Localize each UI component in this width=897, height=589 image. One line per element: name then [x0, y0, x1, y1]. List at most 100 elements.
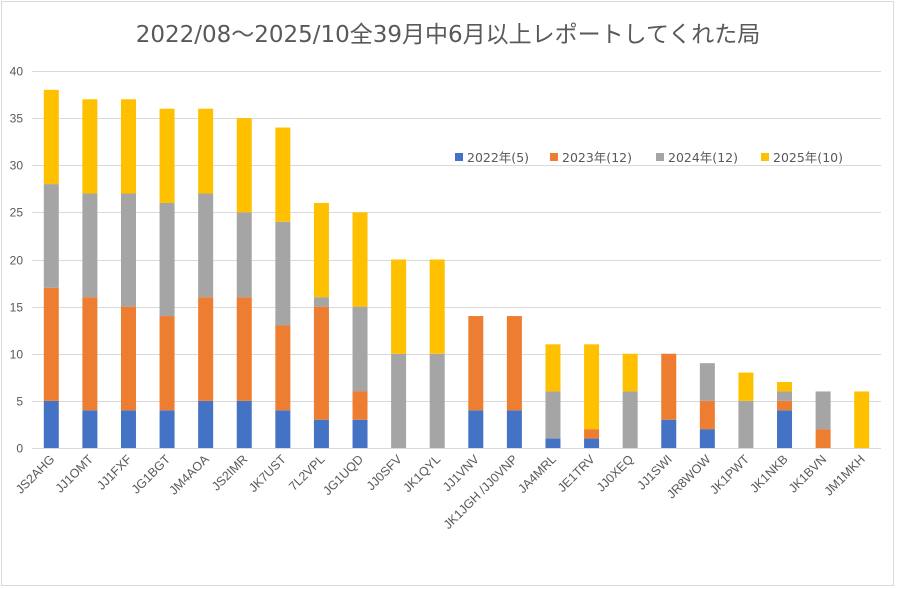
y-tick-label: 15: [10, 301, 24, 315]
x-tick-label: JS2IMR: [209, 452, 250, 493]
bar-segment: [661, 419, 677, 448]
y-tick-label: 0: [16, 442, 23, 456]
bar-segment: [313, 306, 329, 420]
bar-segment: [236, 297, 252, 401]
legend-swatch: [761, 153, 769, 161]
bar-segment: [854, 391, 870, 448]
bar-segment: [468, 316, 484, 411]
x-tick-label: JG1BGT: [129, 452, 174, 497]
bar-segment: [82, 410, 98, 448]
bar-segment: [468, 410, 484, 448]
x-axis-tick-labels: JS2AHGJJ1OMTJJ1FXFJG1BGTJM4AOAJS2IMRJK7U…: [13, 452, 868, 532]
bar-segment: [198, 297, 214, 401]
x-tick-label: JJ1OMT: [53, 452, 97, 496]
bar-segment: [43, 89, 59, 185]
bar-stack-JJ0SFV: [391, 259, 407, 448]
bar-segment: [120, 410, 136, 448]
bar-segment: [275, 127, 291, 222]
bar-segment: [506, 316, 522, 411]
bar-segment: [738, 372, 754, 401]
x-tick-label: JJ0XEQ: [594, 452, 637, 495]
bar-segment: [313, 297, 329, 307]
x-tick-label: JA4MRL: [515, 452, 559, 496]
bar-segment: [43, 184, 59, 288]
y-tick-label: 35: [10, 112, 24, 126]
bar-segment: [159, 202, 175, 317]
x-tick-label: JK1QYL: [401, 452, 444, 495]
x-tick-label: JK1NKB: [747, 452, 790, 495]
bar-segment: [236, 212, 252, 298]
bar-segment: [352, 306, 368, 392]
bar-stack-JE1TRV: [584, 344, 600, 448]
bar-stack-JS2AHG: [43, 89, 59, 448]
bar-segment: [236, 118, 252, 213]
legend-swatch: [550, 153, 558, 161]
bar-segment: [777, 391, 793, 401]
bar-stack-JG1UQD: [352, 212, 368, 448]
bar-segment: [584, 344, 600, 430]
bar-segment: [159, 108, 175, 203]
x-tick-label: JG1UQD: [320, 452, 366, 498]
bar-segment: [815, 391, 831, 430]
bar-segment: [777, 400, 793, 411]
bar-segment: [506, 410, 522, 448]
bar-segment: [120, 193, 136, 307]
bar-segment: [159, 316, 175, 411]
bar-segment: [43, 400, 59, 448]
bar-segment: [82, 297, 98, 411]
bar-segment: [584, 429, 600, 439]
bar-segment: [198, 193, 214, 298]
bar-stack-JJ0XEQ: [622, 353, 638, 448]
x-tick-label: JK1PWT: [707, 452, 752, 497]
bar-segment: [699, 363, 715, 401]
y-tick-label: 40: [10, 65, 24, 79]
bar-segment: [198, 108, 214, 194]
bar-segment: [777, 382, 793, 392]
y-tick-label: 5: [16, 395, 23, 409]
legend-label: 2023年(12): [562, 150, 632, 165]
bar-segment: [275, 410, 291, 448]
legend-label: 2022年(5): [467, 150, 529, 165]
bar-stack-JJ1OMT: [82, 99, 98, 448]
bar-segment: [352, 419, 368, 448]
bar-stack-JM1MKH: [854, 391, 870, 448]
legend-item: 2023年(12): [550, 150, 632, 165]
bar-segment: [429, 259, 445, 354]
bar-stack-JK7UST: [275, 127, 291, 448]
bar-segment: [275, 325, 291, 411]
legend-item: 2024年(12): [656, 150, 738, 165]
bar-segment: [699, 400, 715, 430]
bar-stack-JK1QYL: [429, 259, 445, 448]
bar-segment: [352, 391, 368, 420]
bar-stack-JM4AOA: [198, 108, 214, 448]
bar-segment: [584, 438, 600, 448]
bar-segment: [545, 391, 561, 439]
bar-segment: [391, 353, 407, 448]
bar-segment: [391, 259, 407, 354]
bar-segment: [699, 429, 715, 448]
bar-segment: [622, 353, 638, 392]
legend: 2022年(5) 2023年(12) 2024年(12) 2025年(10): [455, 150, 843, 165]
bar-segment: [545, 344, 561, 392]
bar-segment: [313, 419, 329, 448]
bar-segment: [622, 391, 638, 448]
legend-item: 2022年(5): [455, 150, 529, 165]
legend-swatch: [455, 153, 463, 161]
bar-segment: [275, 221, 291, 326]
x-tick-label: JM4AOA: [167, 452, 213, 498]
y-tick-label: 20: [10, 254, 24, 268]
bar-segment: [82, 99, 98, 194]
legend-item: 2025年(10): [761, 150, 843, 165]
x-tick-label: JE1TRV: [555, 452, 598, 495]
bars: [43, 89, 870, 448]
y-axis-tick-labels: 0 5 10 15 20 25 30 35 40: [10, 65, 24, 456]
bar-segment: [352, 212, 368, 307]
bar-stack-JJ1VNV: [468, 316, 484, 448]
bar-segment: [545, 438, 561, 448]
x-tick-label: JM1MKH: [822, 452, 868, 498]
bar-stack-JR8WOW: [699, 363, 715, 448]
bar-segment: [815, 429, 831, 448]
legend-swatch: [656, 153, 664, 161]
